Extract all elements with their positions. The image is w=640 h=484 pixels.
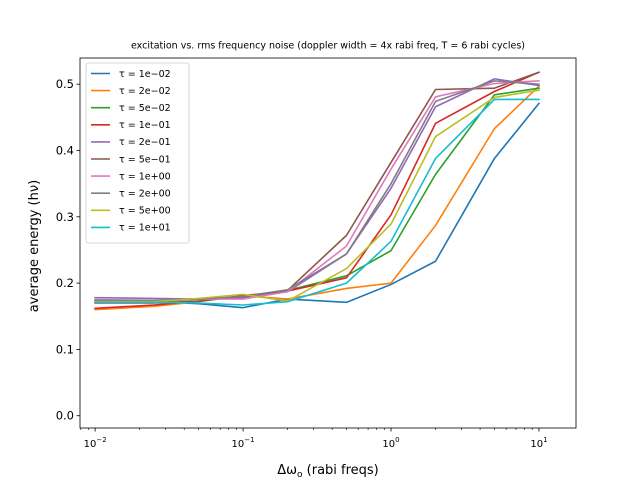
legend-entry: τ = 1e+01 [91, 223, 171, 234]
legend-entry: τ = 2e+00 [91, 189, 171, 200]
legend-label: τ = 5e−01 [119, 154, 171, 165]
legend-entry: τ = 1e−01 [91, 120, 171, 131]
y-tick-label: 0.0 [56, 409, 74, 423]
x-tick-label: 10−1 [232, 436, 255, 450]
legend-entry: τ = 2e−01 [91, 137, 171, 148]
series-line-10 [94, 98, 540, 306]
x-axis-label-main: Δω [277, 463, 297, 478]
y-tick-label: 0.1 [56, 342, 74, 356]
legend-label: τ = 2e−02 [119, 86, 171, 97]
legend-label: τ = 1e+00 [119, 171, 171, 182]
x-axis-label: Δωo (rabi freqs) [277, 463, 379, 480]
legend-entry: τ = 5e−02 [91, 103, 171, 114]
legend-label: τ = 2e+00 [119, 189, 171, 200]
legend-entry: τ = 5e+00 [91, 206, 171, 217]
series-layer [94, 71, 541, 311]
x-axis-label-subscript: o [297, 470, 303, 480]
legend-label: τ = 5e+00 [119, 206, 171, 217]
legend-entry: τ = 2e−02 [91, 86, 171, 97]
axes-layer: 10−2 10−1 100 101 0.0 0.1 0.2 0.3 0.4 0.5 [56, 57, 577, 450]
x-tick-label: 100 [382, 436, 399, 450]
legend-entry: τ = 1e−02 [91, 69, 171, 80]
x-tick-label: 101 [530, 436, 547, 450]
legend-label: τ = 5e−02 [119, 103, 171, 114]
legend-label: τ = 2e−01 [119, 137, 171, 148]
legend-entry: τ = 1e+00 [91, 171, 171, 182]
axes-frame [79, 57, 577, 429]
y-tick-label: 0.4 [56, 144, 74, 158]
y-tick-label: 0.3 [56, 210, 74, 224]
chart-title: excitation vs. rms frequency noise (dopp… [131, 41, 525, 52]
series-line-9 [94, 89, 540, 303]
svg-text:Δωo (rabi freqs): Δωo (rabi freqs) [277, 463, 379, 480]
legend-box [85, 62, 190, 244]
legend-label: τ = 1e−01 [119, 120, 171, 131]
y-axis-label: average energy (hν) [27, 180, 42, 312]
x-axis-label-suffix: (rabi freqs) [303, 463, 379, 478]
legend-label: τ = 1e+01 [119, 223, 171, 234]
legend-label: τ = 1e−02 [119, 69, 171, 80]
legend-entry: τ = 5e−01 [91, 154, 171, 165]
y-tick-label: 0.5 [56, 77, 74, 91]
series-line-2 [94, 85, 541, 311]
legend: τ = 1e−02 τ = 2e−02 τ = 5e−02 τ = 1e−01 τ = … [85, 62, 190, 244]
x-tick-label: 10−2 [84, 436, 107, 450]
y-tick-label: 0.2 [56, 276, 74, 290]
series-line-5 [94, 78, 540, 300]
